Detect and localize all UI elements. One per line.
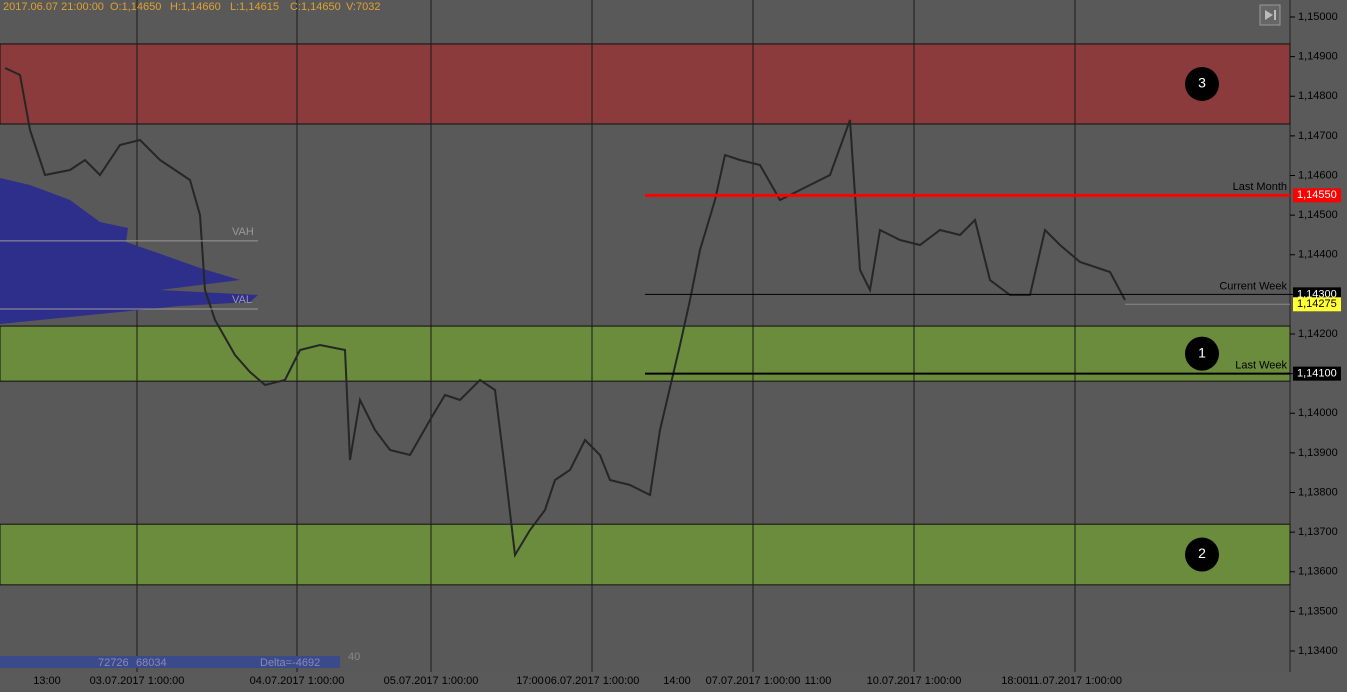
time-label: 17:00 [516, 675, 544, 687]
time-label: 04.07.2017 1:00:00 [250, 675, 345, 687]
level-name: Last Week [1235, 360, 1287, 372]
price-tick-label: 1,14000 [1298, 407, 1338, 419]
header-close: C:1,14650 [290, 1, 341, 13]
header-low: L:1,14615 [230, 1, 279, 13]
zone-badge [1185, 66, 1219, 101]
scroll-end-icon [1265, 10, 1276, 20]
price-tag-label: 1,14300 [1297, 288, 1337, 300]
price-tick-label: 1,14800 [1298, 90, 1338, 102]
price-axis [1290, 0, 1347, 687]
time-label: 11:00 [805, 675, 832, 687]
price-bars [4, 67, 1126, 559]
time-label: 14:00 [663, 675, 691, 687]
price-tick-label: 1,15000 [1298, 11, 1338, 23]
zone-badge [1185, 537, 1219, 572]
footer-sell: 68034 [136, 657, 167, 669]
footer-buy: 72726 [98, 657, 129, 669]
level-name: Current Week [1219, 280, 1287, 292]
time-label: 07.07.2017 1:00:00 [706, 675, 801, 687]
price-tick-label: 1,13500 [1298, 605, 1338, 617]
price-tick-label: 1,14500 [1298, 209, 1338, 221]
time-label: 13:00 [33, 675, 61, 687]
last-price-label: 1,14275 [1297, 298, 1337, 310]
price-tick-label: 1,14700 [1298, 130, 1338, 142]
header-date: 2017.06.07 21:00:00 [3, 1, 104, 13]
price-tick-label: 1,13400 [1298, 645, 1338, 657]
vertical-grid [136, 0, 1076, 672]
header: 2017.06.07 21:00:00 O:1,14650 H:1,14660 … [3, 1, 380, 13]
price-tag [1293, 188, 1341, 203]
time-label: 03.07.2017 1:00:00 [90, 675, 185, 687]
footer-count: 40 [348, 651, 360, 663]
zone [0, 523, 1291, 586]
value-area-label: VAL [232, 294, 252, 306]
price-tag [1293, 366, 1341, 381]
price-tag-label: 1,14100 [1297, 368, 1337, 380]
delta-bar [0, 656, 340, 668]
time-label: 06.07.2017 1:00:00 [545, 675, 640, 687]
time-labels: 13:00 03.07.2017 1:00:00 04.07.2017 1:00… [33, 675, 1122, 687]
price-tick-label: 1,13700 [1298, 526, 1338, 538]
price-tick-label: 1,13600 [1298, 566, 1338, 578]
price-tick-label: 1,13900 [1298, 447, 1338, 459]
zone-label: 2 [1198, 545, 1206, 561]
zone-label: 1 [1198, 344, 1206, 360]
time-label: 10.07.2017 1:00:00 [867, 675, 962, 687]
header-open: O:1,14650 [110, 1, 161, 13]
header-high: H:1,14660 [170, 1, 221, 13]
last-price-tag [1293, 297, 1341, 312]
header-volume: V:7032 [346, 1, 380, 13]
time-axis [0, 672, 1290, 687]
price-tick-label: 1,13800 [1298, 486, 1338, 498]
zone-label: 3 [1198, 75, 1206, 91]
zone-badge [1185, 336, 1219, 371]
price-tick-label: 1,14600 [1298, 169, 1338, 181]
footer-delta: Delta=-4692 [260, 657, 320, 669]
price-tick-label: 1,14200 [1298, 328, 1338, 340]
price-tick-label: 1,14400 [1298, 249, 1338, 261]
volume-profile [0, 178, 258, 324]
time-label: 05.07.2017 1:00:00 [384, 675, 479, 687]
value-area-label: VAH [232, 226, 254, 238]
price-tick-label: 1,14900 [1298, 51, 1338, 63]
zone [0, 43, 1291, 125]
time-label: 11.07.2017 1:00:00 [1028, 675, 1122, 687]
level-name: Last Month [1233, 181, 1287, 193]
time-label: 18:00 [1001, 675, 1029, 687]
price-tag-label: 1,14550 [1297, 189, 1337, 201]
footer: 72726 68034 Delta=-4692 40 [98, 651, 360, 669]
